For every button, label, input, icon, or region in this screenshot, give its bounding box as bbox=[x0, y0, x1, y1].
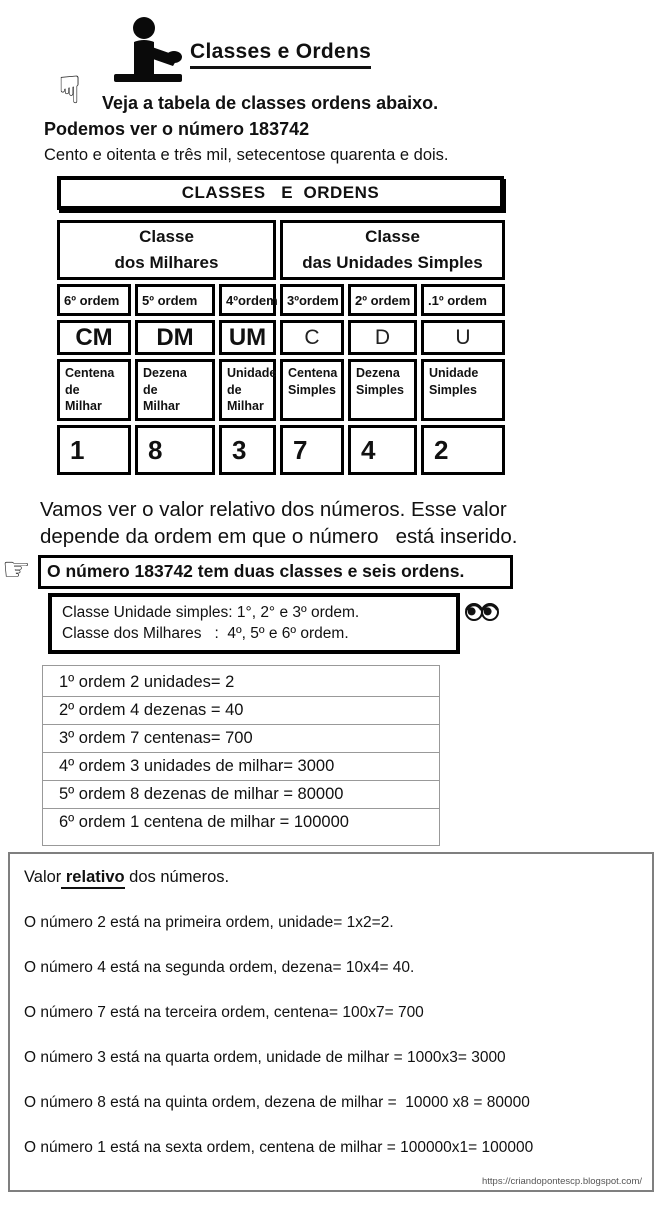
relative-intro-text: Vamos ver o valor relativo dos números. … bbox=[40, 498, 518, 548]
pointing-down-hand-icon: ☟ bbox=[58, 68, 82, 112]
digit-cell-2: 2 bbox=[421, 425, 505, 475]
relative-line-6: O número 1 está na sexta ordem, centena … bbox=[24, 1139, 534, 1156]
classes-summary-line2: Classe dos Milhares : 4º, 5º e 6º ordem. bbox=[62, 625, 349, 642]
pointing-right-hand-icon: ☞ bbox=[2, 550, 31, 588]
digit-cell-7: 7 bbox=[280, 425, 344, 475]
digit-cell-3: 3 bbox=[219, 425, 276, 475]
classes-summary-box: Classe Unidade simples: 1°, 2° e 3º orde… bbox=[48, 593, 460, 654]
relative-line-2: O número 4 está na segunda ordem, dezena… bbox=[24, 959, 415, 976]
abbrev-cell-um: UM bbox=[219, 320, 276, 355]
order-cell-1: .1º ordem bbox=[421, 284, 505, 316]
name-cell-centena-milhar: Centena de Milhar bbox=[57, 359, 131, 421]
relative-line-1: O número 2 está na primeira ordem, unida… bbox=[24, 914, 394, 931]
abbrev-cell-dm: DM bbox=[135, 320, 215, 355]
relative-title-prefix: Valor bbox=[24, 868, 62, 886]
name-cell-dezena-simples: Dezena Simples bbox=[348, 359, 417, 421]
order-cell-4: 4ºordem bbox=[219, 284, 278, 316]
eyes-icon bbox=[464, 600, 500, 629]
list-row-4: 4º ordem 3 unidades de milhar= 3000 bbox=[43, 753, 439, 781]
class-header-unidades: Classe das Unidades Simples bbox=[280, 220, 505, 280]
relative-values-box: Valor relativo dos números. O número 2 e… bbox=[8, 852, 654, 1192]
list-row-1: 1º ordem 2 unidades= 2 bbox=[43, 669, 439, 697]
order-cell-6: 6º ordem bbox=[57, 284, 131, 316]
classes-summary-line1: Classe Unidade simples: 1°, 2° e 3º orde… bbox=[62, 604, 360, 621]
abbrev-cell-c: C bbox=[280, 320, 344, 355]
highlight-box: O número 183742 tem duas classes e seis … bbox=[38, 555, 513, 589]
podemos-text: Podemos ver o número 183742 bbox=[44, 119, 310, 139]
relative-values-title: Valor relativo dos números. bbox=[24, 867, 638, 889]
relative-title-suffix: dos números. bbox=[124, 868, 230, 886]
relative-line-3: O número 7 está na terceira ordem, cente… bbox=[24, 1004, 424, 1021]
abbrev-cell-cm: CM bbox=[57, 320, 131, 355]
classes-ordens-table: Classe dos Milhares Classe das Unidades … bbox=[57, 220, 505, 475]
name-cell-unidade-milhar: Unidade de Milhar bbox=[219, 359, 276, 421]
relative-line-4: O número 3 está na quarta ordem, unidade… bbox=[24, 1049, 506, 1066]
order-cell-3: 3ºordem bbox=[280, 284, 344, 316]
name-cell-unidade-simples: Unidade Simples bbox=[421, 359, 505, 421]
list-row-2: 2º ordem 4 dezenas = 40 bbox=[43, 697, 439, 725]
class-header-milhares: Classe dos Milhares bbox=[57, 220, 276, 280]
order-cell-2: 2º ordem bbox=[348, 284, 417, 316]
name-cell-dezena-milhar: Dezena de Milhar bbox=[135, 359, 215, 421]
relative-title-bold: relativo bbox=[61, 868, 125, 889]
digit-cell-4: 4 bbox=[348, 425, 417, 475]
list-row-6: 6º ordem 1 centena de milhar = 100000 bbox=[59, 813, 349, 831]
page-title: Classes e Ordens bbox=[190, 40, 372, 69]
digit-cell-1: 1 bbox=[57, 425, 131, 475]
orders-list-box: 1º ordem 2 unidades= 2 2º ordem 4 dezena… bbox=[42, 665, 440, 846]
name-cell-centena-simples: Centena Simples bbox=[280, 359, 344, 421]
abbrev-cell-u: U bbox=[421, 320, 505, 355]
digit-cell-8: 8 bbox=[135, 425, 215, 475]
list-row-5: 5º ordem 8 dezenas de milhar = 80000 bbox=[43, 781, 439, 809]
source-url: https://criandopontescp.blogspot.com/ bbox=[481, 1176, 642, 1187]
relative-line-5: O número 8 está na quinta ordem, dezena … bbox=[24, 1094, 530, 1111]
veja-text: Veja a tabela de classes ordens abaixo. bbox=[102, 93, 439, 113]
extenso-text: Cento e oitenta e três mil, setecentose … bbox=[44, 146, 449, 164]
order-cell-5: 5º ordem bbox=[135, 284, 215, 316]
table-title: CLASSES E ORDENS bbox=[57, 176, 504, 210]
abbrev-cell-d: D bbox=[348, 320, 417, 355]
list-row-3: 3º ordem 7 centenas= 700 bbox=[43, 725, 439, 753]
info-desk-person-icon bbox=[110, 16, 186, 93]
